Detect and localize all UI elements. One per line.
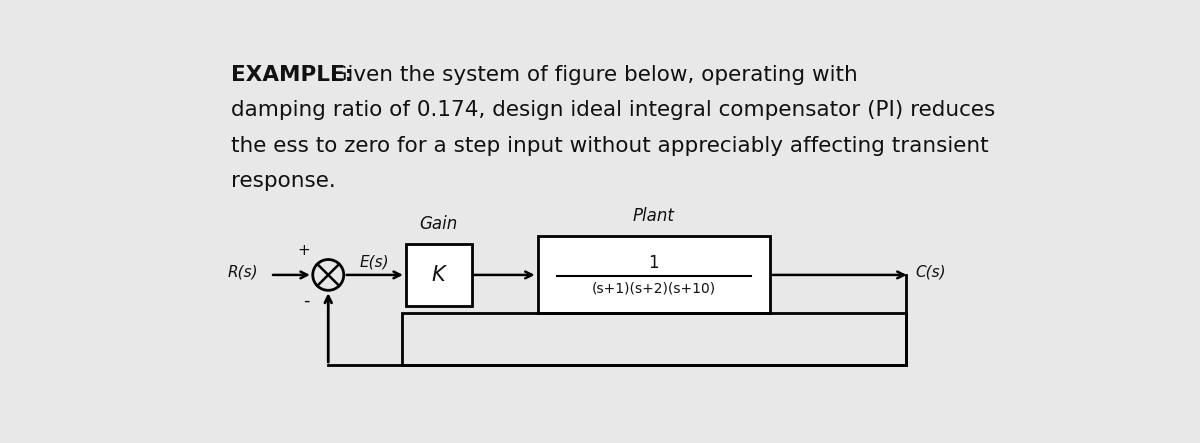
Text: (s+1)(s+2)(s+10): (s+1)(s+2)(s+10) [592, 281, 716, 295]
Text: response.: response. [232, 171, 336, 191]
Text: K: K [432, 265, 445, 285]
Text: -: - [304, 292, 310, 310]
Bar [538, 237, 770, 313]
Text: R(s): R(s) [228, 264, 258, 280]
Text: EXAMPLE:: EXAMPLE: [232, 65, 354, 85]
Bar [406, 244, 472, 306]
Text: Given the system of figure below, operating with: Given the system of figure below, operat… [324, 65, 858, 85]
Text: 1: 1 [648, 254, 659, 272]
Text: E(s): E(s) [360, 255, 390, 269]
Text: damping ratio of 0.174, design ideal integral compensator (PI) reduces: damping ratio of 0.174, design ideal int… [232, 100, 996, 120]
Text: Gain: Gain [420, 214, 458, 233]
Bar [402, 313, 906, 365]
Text: Plant: Plant [632, 207, 674, 225]
Text: +: + [296, 243, 310, 258]
Text: C(s): C(s) [916, 264, 947, 280]
Text: the ess to zero for a step input without appreciably affecting transient: the ess to zero for a step input without… [232, 136, 989, 155]
